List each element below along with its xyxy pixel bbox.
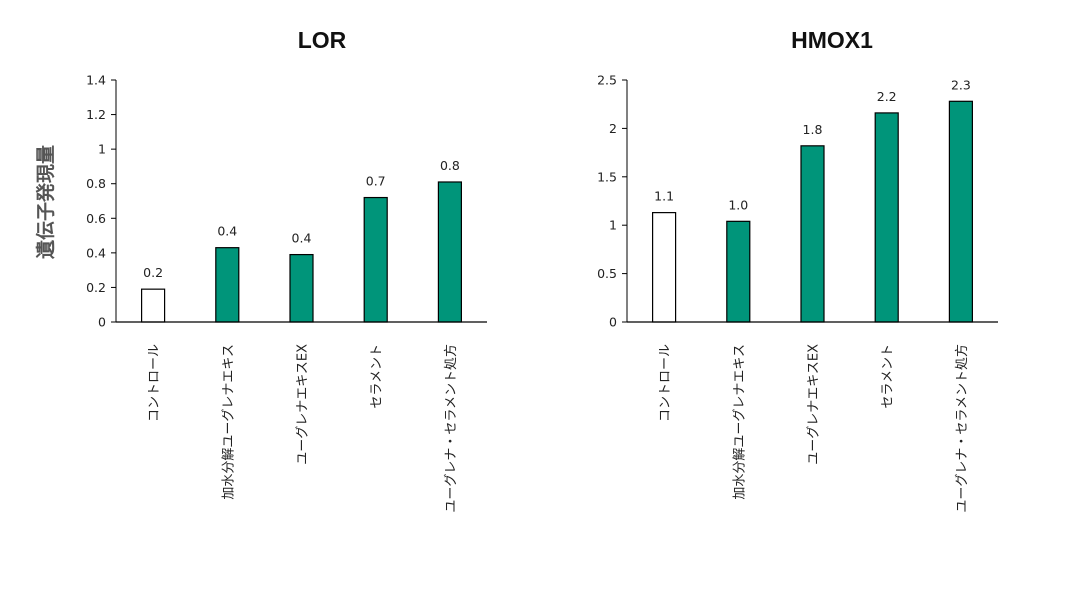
lor-data-label-4: 0.7 xyxy=(366,174,386,189)
lor-y-tick-label: 0.6 xyxy=(86,211,106,226)
lor-bar-2 xyxy=(216,248,239,322)
lor-bar-5 xyxy=(438,182,461,322)
hmox1-data-label-5: 2.3 xyxy=(951,77,971,92)
lor-data-label-2: 0.4 xyxy=(217,224,237,239)
hmox1-data-label-4: 2.2 xyxy=(877,89,897,104)
hmox1-y-tick-label: 0.5 xyxy=(597,266,617,281)
lor-data-label-1: 0.2 xyxy=(143,265,163,280)
hmox1-bar-5 xyxy=(949,101,972,322)
lor-category-label-1: コントロール xyxy=(147,344,162,422)
chart-lor: LOR 0 0.2 0.4 0.6 0.8 1 1.2 1.4 0.2 コントロール 0.4 加水分解ユ… xyxy=(86,27,487,513)
lor-y-tick-label: 1.4 xyxy=(86,73,106,88)
hmox1-category-label-4: セラメント xyxy=(881,344,896,409)
lor-bar-4 xyxy=(364,198,387,322)
lor-bar-3 xyxy=(290,255,313,322)
hmox1-data-label-3: 1.8 xyxy=(803,122,823,137)
lor-category-label-4: セラメント xyxy=(370,344,385,409)
hmox1-bar-2 xyxy=(727,221,750,322)
lor-category-label-3: ユーグレナエキスEX xyxy=(296,344,311,465)
lor-data-label-5: 0.8 xyxy=(440,158,460,173)
lor-y-tick-label: 0.4 xyxy=(86,245,106,260)
hmox1-bar-4 xyxy=(875,113,898,322)
lor-chart-title: LOR xyxy=(298,27,347,53)
hmox1-category-label-5: ユーグレナ・セラメント処方 xyxy=(954,344,970,513)
hmox1-chart-title: HMOX1 xyxy=(791,27,873,53)
hmox1-category-label-3: ユーグレナエキスEX xyxy=(807,344,822,465)
chart-hmox1: HMOX1 0 0.5 1 1.5 2 2.5 1.1 コントロール 1.0 加水分解ユーグレナエキ… xyxy=(597,27,998,513)
hmox1-y-tick-label: 1.5 xyxy=(597,169,617,184)
hmox1-bar-1 xyxy=(653,213,676,322)
lor-bar-1 xyxy=(142,289,165,322)
hmox1-y-tick-label: 2.5 xyxy=(597,73,617,88)
hmox1-category-label-1: コントロール xyxy=(658,344,673,422)
lor-data-label-3: 0.4 xyxy=(292,231,312,246)
hmox1-data-label-1: 1.1 xyxy=(654,189,674,204)
hmox1-bar-3 xyxy=(801,146,824,322)
lor-category-label-2: 加水分解ユーグレナエキス xyxy=(221,344,236,500)
lor-y-tick-label: 0 xyxy=(98,315,106,330)
hmox1-data-label-2: 1.0 xyxy=(728,197,748,212)
hmox1-y-tick-label: 2 xyxy=(609,121,617,136)
hmox1-y-tick-label: 1 xyxy=(609,218,617,233)
lor-y-tick-label: 0.8 xyxy=(86,176,106,191)
hmox1-category-label-2: 加水分解ユーグレナエキス xyxy=(732,344,747,500)
y-axis-label: 遺伝子発現量 xyxy=(34,145,57,259)
hmox1-y-tick-label: 0 xyxy=(609,315,617,330)
lor-category-label-5: ユーグレナ・セラメント処方 xyxy=(443,344,459,513)
lor-y-tick-label: 1.2 xyxy=(86,107,106,122)
lor-y-tick-label: 1 xyxy=(98,142,106,157)
lor-y-tick-label: 0.2 xyxy=(86,280,106,295)
